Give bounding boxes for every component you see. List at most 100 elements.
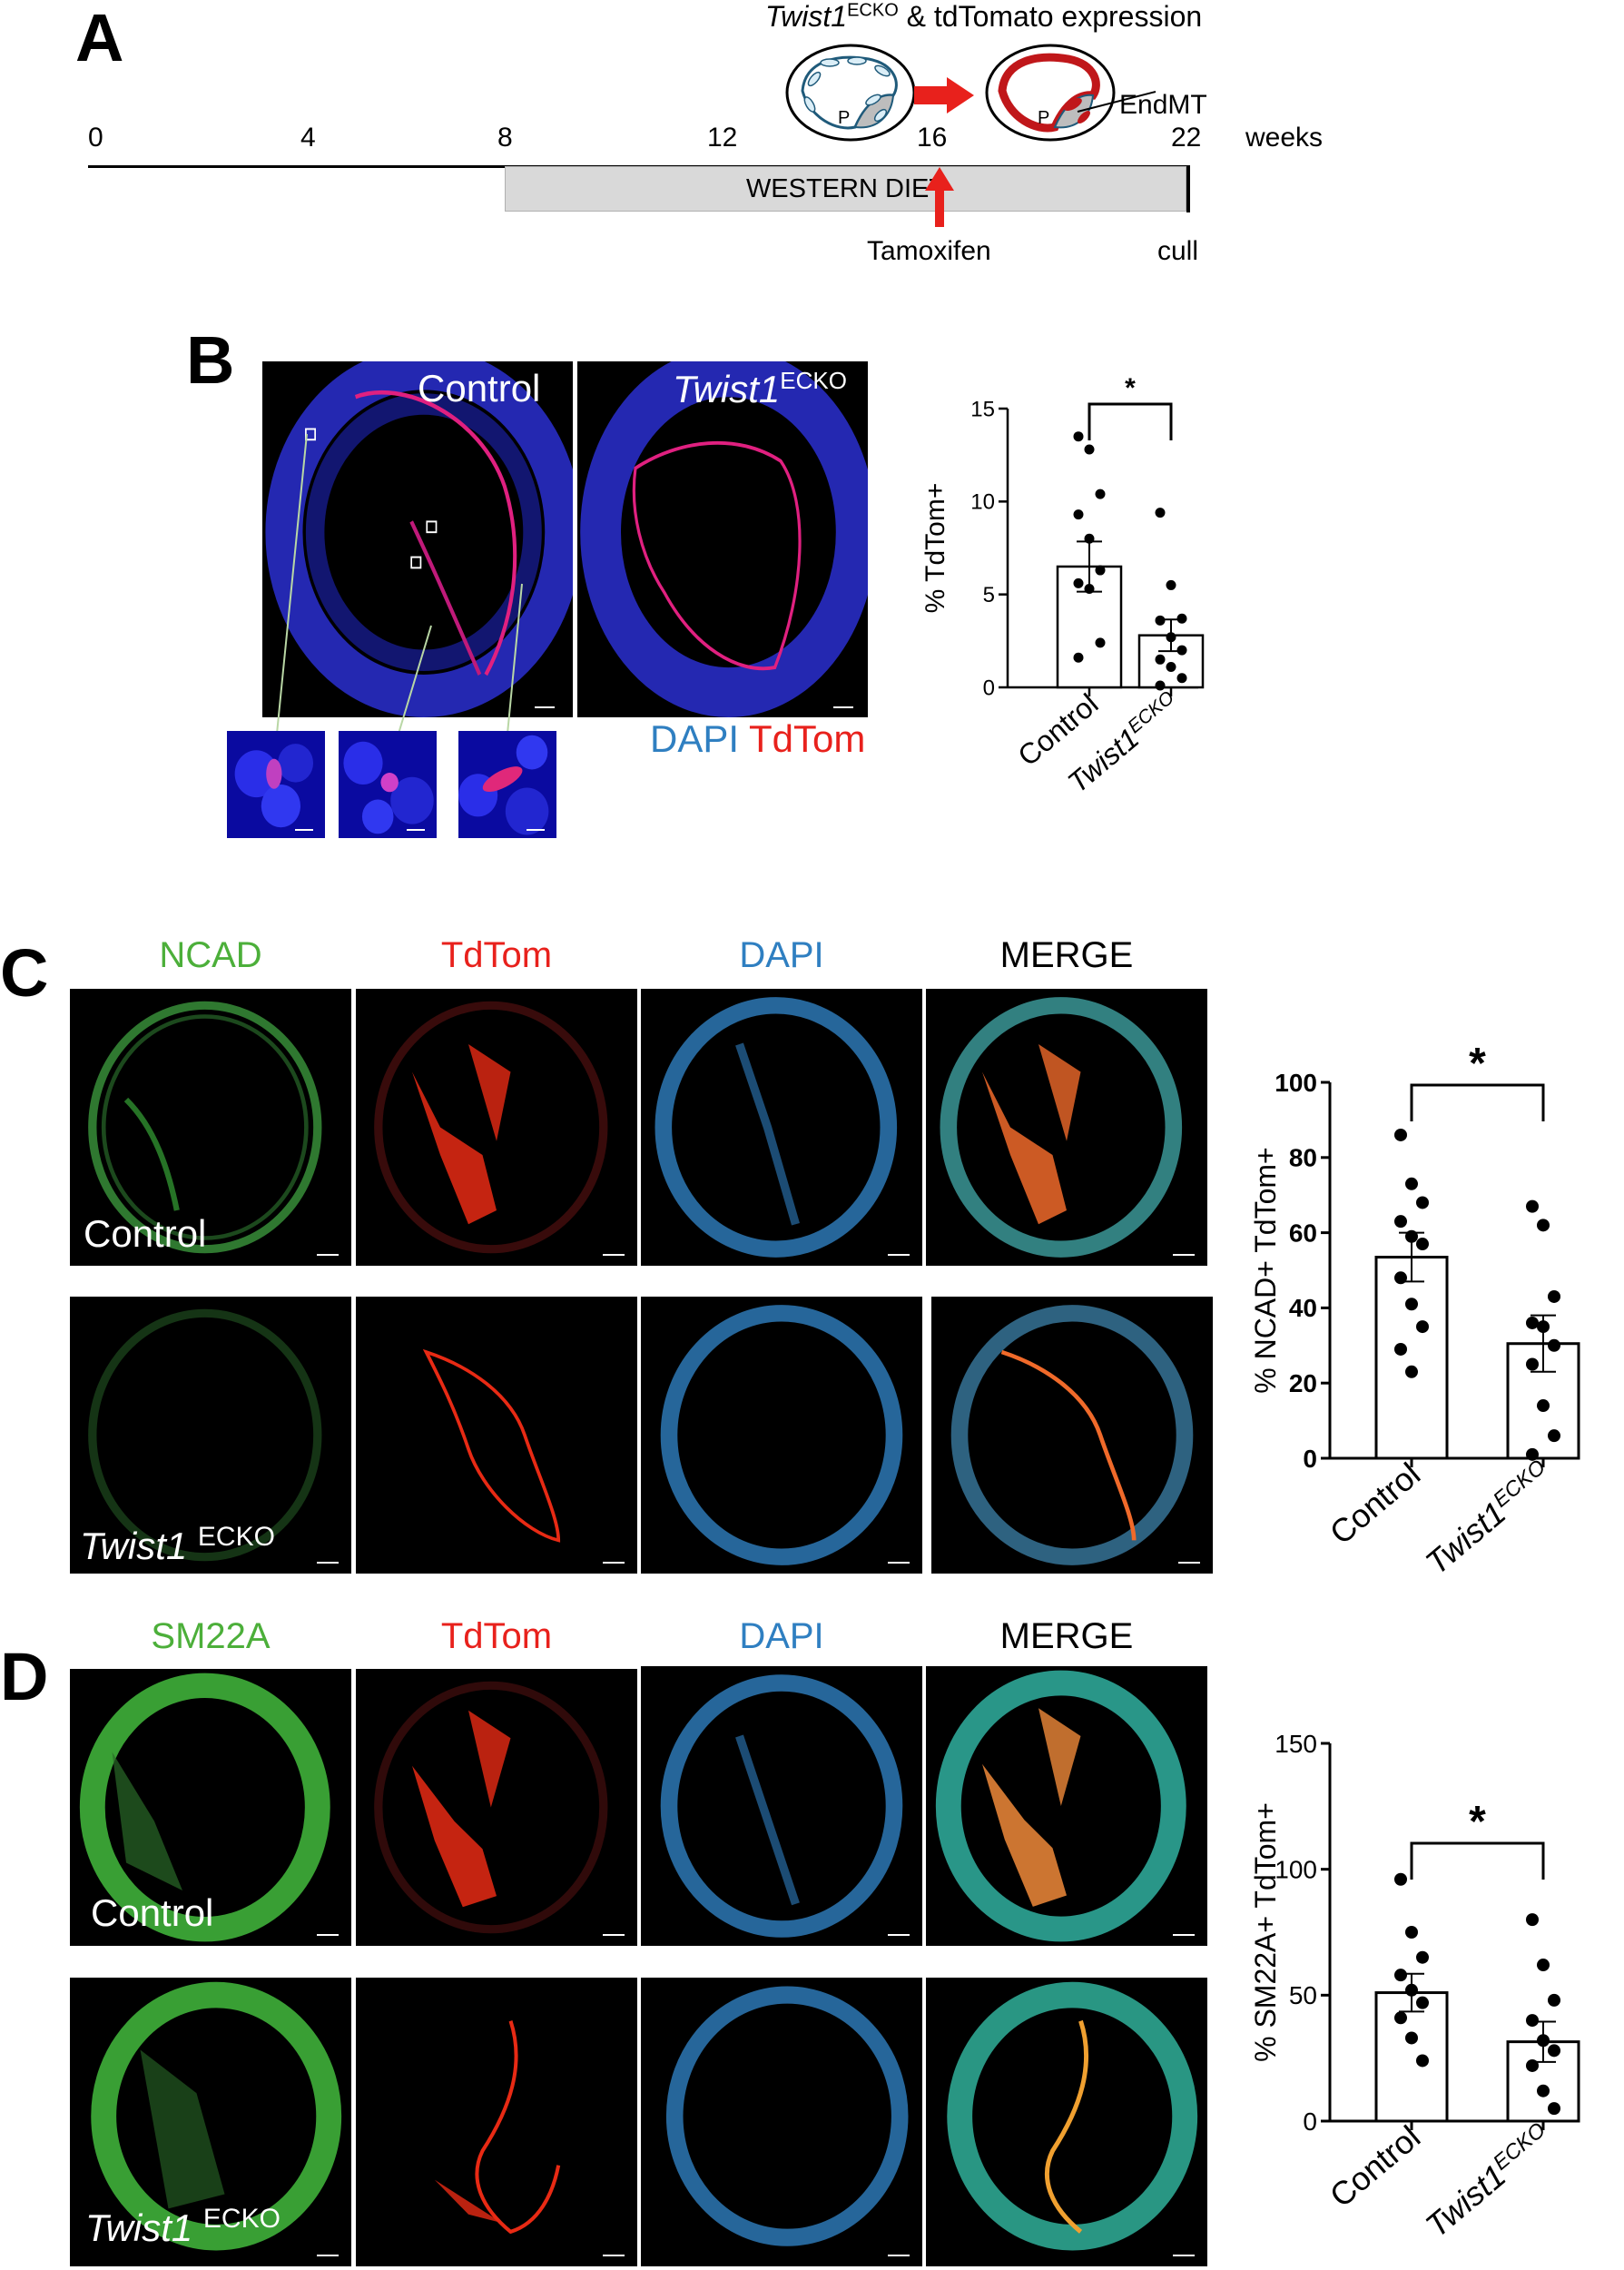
data-point <box>1084 533 1095 544</box>
data-point <box>1394 1872 1407 1886</box>
y-tick-label: 10 <box>970 490 995 515</box>
data-point <box>1416 1950 1429 1964</box>
x-tick-label: Control <box>1323 1456 1427 1552</box>
endmt-pointer <box>1077 91 1156 113</box>
data-point <box>1073 652 1084 663</box>
micrograph-d-control-tdtom <box>356 1669 637 1946</box>
data-point <box>1095 565 1106 576</box>
d-control-label: Control <box>91 1891 214 1934</box>
d-ko-gene: Twist1 <box>85 2206 193 2249</box>
d-channel-sm22a: SM22A <box>151 1616 271 1656</box>
y-tick-label: 15 <box>970 397 995 421</box>
c-control-label: Control <box>84 1212 207 1255</box>
zoom-lines <box>276 433 523 735</box>
data-point <box>1394 1215 1407 1229</box>
y-tick-label: 0 <box>983 676 995 700</box>
c-ko-gene: Twist1 <box>80 1525 188 1567</box>
data-point <box>1537 1399 1550 1413</box>
x-tick-label: Twist1ECKO <box>1418 1455 1559 1582</box>
data-point <box>1548 2044 1560 2058</box>
scale-bar <box>317 2255 339 2256</box>
x-tick-sup: ECKO <box>1124 687 1178 738</box>
timeline-tick-0: 0 <box>88 123 103 153</box>
data-point <box>1176 613 1187 624</box>
tamoxifen-label: Tamoxifen <box>867 236 991 266</box>
significance-star: * <box>1469 1798 1486 1846</box>
significance-bracket <box>1410 1841 1545 1880</box>
data-point <box>1084 584 1095 595</box>
transition-arrow <box>914 77 974 114</box>
data-point <box>1526 2014 1539 2028</box>
scale-bar <box>603 2255 625 2256</box>
timeline-tick-4: 4 <box>300 123 316 153</box>
b-ko-sup: ECKO <box>780 367 847 394</box>
y-tick-label: 5 <box>983 583 995 607</box>
y-axis-label: % NCAD+ TdTom+ <box>1249 1147 1282 1394</box>
expression-title: Twist1ECKO & tdTomato expression <box>765 0 1202 34</box>
micrograph-d-ko-dapi <box>641 1978 922 2266</box>
c-channel-tdtom: TdTom <box>440 935 553 975</box>
data-point <box>1537 1959 1550 1972</box>
data-point <box>1526 1199 1539 1213</box>
timeline-unit: weeks <box>1245 123 1324 153</box>
micrograph-d-control-merge <box>926 1666 1207 1946</box>
data-point <box>1405 2031 1418 2045</box>
timeline-end-bar <box>1186 165 1190 212</box>
scale-bar <box>603 1254 625 1256</box>
data-point <box>1073 509 1084 520</box>
data-point <box>1084 444 1095 455</box>
micrograph-d-ko-tdtom <box>356 1978 637 2266</box>
x-tick-gene: Twist1 <box>1418 1494 1512 1582</box>
western-diet-label: WESTERN DIET <box>745 174 946 203</box>
data-point <box>1073 431 1084 442</box>
data-point <box>1155 615 1166 626</box>
b-ko-gene: Twist1 <box>673 368 781 410</box>
d-channel-dapi: DAPI <box>739 1616 824 1656</box>
micrograph-c-ko-dapi <box>641 1297 922 1574</box>
panel-letter-a: A <box>75 0 124 75</box>
expression-sup: ECKO <box>847 0 899 21</box>
scale-bar <box>888 1562 910 1564</box>
significance-bracket <box>1088 402 1173 440</box>
data-point <box>1155 680 1166 691</box>
chart-c: 0 20 40 60 80 100 % NCAD+ TdTom+ ControlTwist1E… <box>1249 1040 1580 1582</box>
d-channel-tdtom: TdTom <box>440 1616 553 1656</box>
data-point <box>1416 1320 1429 1334</box>
x-tick-sup: ECKO <box>1489 2117 1550 2175</box>
zoom-inset-2 <box>339 731 437 838</box>
scale-bar <box>295 829 313 831</box>
data-point <box>1548 2102 1560 2116</box>
micrograph-b-ko <box>577 361 868 717</box>
vessel-after-illustration: P <box>985 44 1116 142</box>
b-control-label: Control <box>418 367 541 410</box>
d-ko-label: Twist1 ECKO <box>85 2204 281 2250</box>
x-tick-gene: Twist1 <box>1418 2156 1512 2245</box>
plaque-letter-after: P <box>1038 108 1049 128</box>
scale-bar <box>317 1254 339 1256</box>
data-point <box>1394 2011 1407 2025</box>
x-tick-label: Control <box>1323 2118 1427 2215</box>
data-point <box>1537 2034 1550 2048</box>
c-channel-ncad: NCAD <box>159 935 262 975</box>
scale-bar <box>1173 2255 1195 2256</box>
scale-bar <box>603 1934 625 1936</box>
data-point <box>1176 645 1187 656</box>
y-tick-label: 60 <box>1289 1219 1317 1247</box>
significance-star: * <box>1469 1040 1486 1088</box>
scale-bar <box>833 706 853 708</box>
y-tick-label: 0 <box>1303 1445 1317 1473</box>
c-ko-label: Twist1 ECKO <box>80 1522 275 1568</box>
y-tick-label: 0 <box>1303 2107 1317 2136</box>
y-tick-label: 40 <box>1289 1294 1317 1322</box>
data-point <box>1405 1365 1418 1378</box>
micrograph-c-control-tdtom <box>356 989 637 1266</box>
d-channel-merge: MERGE <box>999 1616 1134 1656</box>
scale-bar <box>1173 1254 1195 1256</box>
scale-bar <box>888 1934 910 1936</box>
western-diet-bar <box>505 166 1186 212</box>
zoom-inset-3 <box>458 731 556 838</box>
micrograph-b-control <box>262 361 573 717</box>
data-point <box>1405 1177 1418 1190</box>
data-point <box>1537 1320 1550 1334</box>
data-point <box>1394 1342 1407 1356</box>
